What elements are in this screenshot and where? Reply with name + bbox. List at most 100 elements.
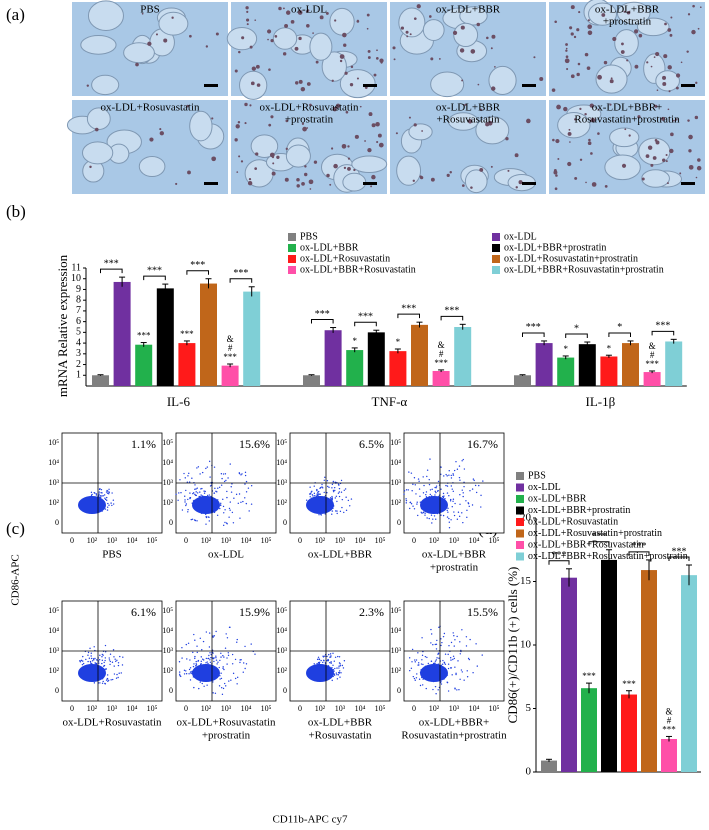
plot-caption: PBS [102,549,122,561]
event-dot [423,484,425,487]
stain [306,82,311,86]
stain [554,187,558,191]
bracket-label: *** [526,322,541,333]
y-tick-label: 7 [76,305,81,316]
event-dot [421,684,424,686]
event-dot [214,487,216,490]
event-dot [447,663,450,665]
event-dot [225,685,227,687]
bracket-label: *** [552,550,567,561]
stain [236,171,239,173]
event-dot [244,474,247,477]
stain [413,123,417,127]
event-dot [116,659,118,661]
event-dot [420,663,423,665]
stain [367,148,372,153]
bar [92,375,109,386]
event-dot [117,676,119,679]
event-dot [435,648,438,650]
y-tick-label: 10⁵ [276,606,287,615]
stain [159,131,164,136]
stain [245,6,249,10]
event-dot [192,651,194,654]
bracket [588,541,610,546]
event-dot [196,645,198,647]
stain [464,103,467,106]
event-dot [224,521,226,524]
event-dot [194,484,196,486]
event-dot [93,659,95,661]
event-dot [413,477,416,479]
event-dot [226,496,228,499]
x-tick-label: 10⁵ [147,536,158,545]
event-dot [181,657,183,659]
stain [412,179,415,182]
stain [479,167,484,172]
significance-mark: # [439,349,444,359]
event-dot [212,657,215,660]
event-dot [187,511,189,513]
event-dot [220,672,222,674]
scale-bar [204,182,218,185]
event-dot [236,641,238,643]
bracket-label: * [574,323,579,334]
event-dot [454,639,456,641]
event-dot [229,509,231,511]
event-dot [222,654,224,657]
x-tick-label: 10² [87,536,98,545]
event-dot [446,475,448,477]
event-dot [219,678,221,680]
event-dot [336,673,338,676]
event-core [420,664,448,682]
bracket-label: *** [358,312,373,323]
y-tick-label: 5 [526,702,532,714]
stain [601,13,606,17]
event-dot [98,493,100,495]
event-dot [235,493,238,496]
stain [697,158,701,162]
event-dot [440,638,442,640]
event-dot [403,493,405,495]
event-dot [203,492,206,494]
stain [344,71,348,75]
y-tick-label: 10⁴ [390,458,401,467]
event-dot [82,662,85,665]
event-dot [338,656,341,658]
event-dot [421,659,423,661]
stain [331,147,334,150]
event-dot [220,656,222,658]
event-dot [412,483,414,486]
event-dot [416,673,418,675]
stain [235,124,240,129]
significance-mark: & [227,334,234,344]
y-tick-label: 10² [391,666,402,675]
event-dot [441,641,443,644]
event-dot [478,484,480,487]
event-dot [180,675,182,678]
event-dot [220,677,223,680]
stain [620,50,625,54]
event-dot [104,657,107,659]
event-dot [311,494,314,496]
stain [147,41,152,46]
legend-label: ox-LDL+Rosuvastatin+prostratin [504,253,638,264]
stain [309,188,312,190]
event-dot [435,491,437,494]
event-dot [450,474,452,477]
event-dot [226,657,228,659]
cell [272,27,298,50]
x-tick-label: 10⁴ [355,536,366,545]
stain [688,164,694,170]
event-dot [90,652,92,654]
event-dot [461,460,463,462]
y-tick-label: 10⁵ [390,438,401,447]
event-dot [410,503,413,505]
stain [272,162,275,165]
legend-swatch [492,233,500,241]
event-dot [228,680,230,682]
event-dot [95,663,98,665]
event-dot [442,496,445,499]
stain [244,102,248,107]
legend-swatch [516,472,524,480]
event-dot [318,514,320,516]
